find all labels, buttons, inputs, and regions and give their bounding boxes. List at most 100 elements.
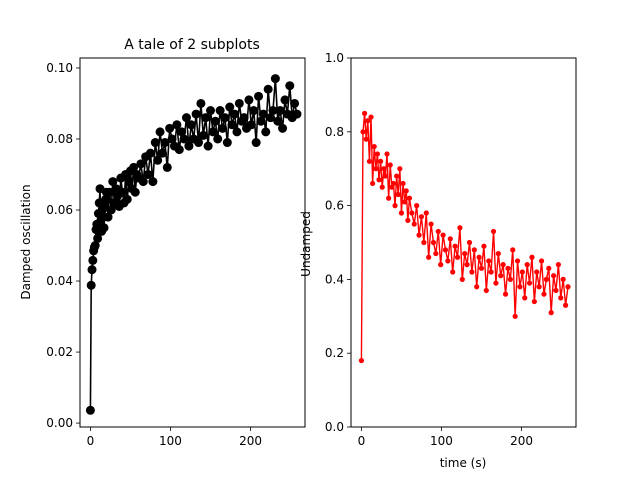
right-data-point xyxy=(529,254,535,260)
right-ticks: 0 100 200 0.0 0.2 0.4 0.6 0.8 1.0 xyxy=(325,51,533,448)
right-data-point xyxy=(548,310,554,316)
left-data-point xyxy=(101,194,111,204)
right-data-point xyxy=(435,228,441,235)
left-data-point xyxy=(153,155,163,165)
right-data-point xyxy=(483,287,489,294)
left-data-point xyxy=(174,145,184,155)
right-y-axis-label: Undamped xyxy=(299,211,313,277)
right-data-point xyxy=(442,247,449,253)
left-data-point xyxy=(227,120,237,130)
right-data-point xyxy=(414,203,420,209)
right-data-point xyxy=(423,210,429,216)
left-data-point xyxy=(162,162,172,172)
right-data-point xyxy=(466,239,473,246)
right-data-point xyxy=(553,287,559,294)
left-x-tick-label: 0 xyxy=(87,434,95,448)
right-data-point xyxy=(362,110,368,116)
left-data-point xyxy=(184,141,194,151)
right-data-point xyxy=(392,203,398,209)
left-data-point xyxy=(186,120,196,130)
left-ticks: 0 100 200 0.00 0.02 0.04 0.06 0.08 0.10 xyxy=(46,61,262,448)
right-data-point xyxy=(384,151,390,157)
right-subplot: 0 100 200 0.0 0.2 0.4 0.6 0.8 1.0 Undamped time … xyxy=(299,51,577,470)
left-data-point xyxy=(136,159,146,169)
right-data-point xyxy=(498,273,504,279)
right-data-point xyxy=(400,180,406,187)
left-data-point xyxy=(172,120,182,130)
left-data-point xyxy=(210,116,220,126)
right-data-point xyxy=(478,265,485,271)
left-data-point xyxy=(285,81,295,91)
right-data-point xyxy=(476,254,482,260)
left-data-point xyxy=(232,127,242,137)
right-data-point xyxy=(500,262,506,268)
left-data-point xyxy=(290,98,300,108)
left-data-point xyxy=(106,205,116,215)
right-x-tick-label: 200 xyxy=(510,434,533,448)
left-data-point xyxy=(292,109,302,119)
right-data-point xyxy=(459,276,465,282)
left-data-point xyxy=(244,95,254,105)
left-data-point xyxy=(148,177,158,187)
left-data-point xyxy=(246,120,256,130)
left-y-tick-label: 0.08 xyxy=(46,132,73,146)
left-data-point xyxy=(280,95,290,105)
right-data-point xyxy=(428,221,434,227)
right-data-point xyxy=(555,262,561,268)
left-data-point xyxy=(218,123,228,133)
right-data-point xyxy=(411,221,417,227)
left-data-point xyxy=(177,127,187,137)
left-data-point xyxy=(275,106,285,116)
right-data-point xyxy=(519,269,525,275)
right-data-point xyxy=(562,302,569,308)
right-data-point xyxy=(543,276,549,282)
right-data-point xyxy=(360,129,366,135)
right-y-tick-label: 0.8 xyxy=(325,125,344,139)
left-data-point xyxy=(87,265,97,275)
right-data-point xyxy=(546,265,552,271)
right-data-point xyxy=(452,243,458,249)
right-y-tick-label: 0.2 xyxy=(325,346,344,360)
left-data-point xyxy=(208,127,218,137)
left-data-point xyxy=(117,187,127,197)
right-data-point xyxy=(490,228,497,235)
right-data-point xyxy=(365,118,371,124)
left-data-point xyxy=(273,116,283,126)
right-data-point xyxy=(381,166,387,172)
right-data-point xyxy=(462,250,468,257)
right-data-point xyxy=(394,173,400,179)
right-data-point xyxy=(488,269,494,275)
right-data-point xyxy=(507,276,513,282)
right-data-point xyxy=(526,280,533,286)
right-data-point xyxy=(366,158,373,164)
left-data-point xyxy=(251,138,261,148)
left-subplot: A tale of 2 subplots 0 100 200 0.00 0.02 0.04… xyxy=(19,37,306,448)
right-data-point xyxy=(536,284,542,290)
right-data-point xyxy=(358,357,365,364)
right-data-point xyxy=(374,151,381,157)
right-data-point xyxy=(371,143,377,150)
right-data-point xyxy=(464,262,470,268)
left-data-point xyxy=(181,113,191,123)
left-data-point xyxy=(225,102,235,112)
left-data-point xyxy=(206,106,216,116)
right-y-tick-label: 0.0 xyxy=(325,420,344,434)
left-y-tick-label: 0.04 xyxy=(46,274,73,288)
left-data-point xyxy=(270,74,280,84)
left-data-point xyxy=(194,138,204,148)
left-data-point xyxy=(213,134,223,144)
right-data-point xyxy=(430,239,437,246)
left-data-point xyxy=(198,130,208,140)
left-data-point xyxy=(239,113,249,123)
left-data-point xyxy=(122,194,132,204)
left-x-tick-label: 100 xyxy=(159,434,182,448)
right-data-point xyxy=(522,295,528,301)
left-data-point xyxy=(150,138,160,148)
left-data-point xyxy=(215,106,225,116)
right-data-point xyxy=(368,114,374,120)
left-data-point xyxy=(143,169,153,179)
left-data-point xyxy=(85,405,95,415)
right-y-tick-label: 1.0 xyxy=(325,51,344,65)
left-data-point xyxy=(103,212,113,222)
right-data-point xyxy=(565,284,571,290)
